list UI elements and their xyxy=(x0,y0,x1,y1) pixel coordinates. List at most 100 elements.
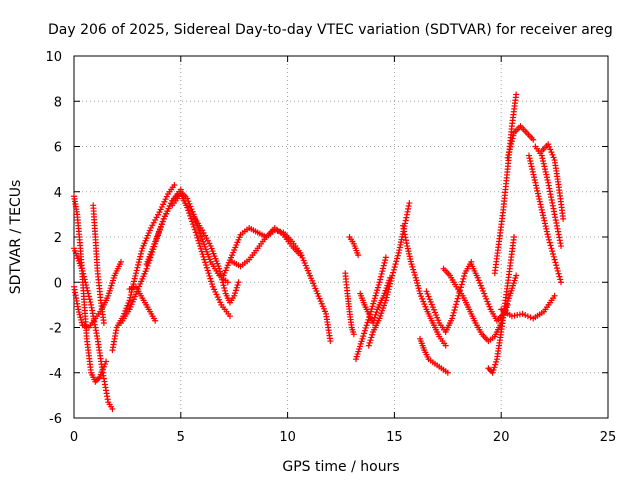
y-tick-label: 2 xyxy=(54,231,62,246)
data-point xyxy=(380,265,387,272)
data-point xyxy=(373,309,380,316)
data-point xyxy=(232,290,239,297)
data-point xyxy=(461,273,468,280)
data-point xyxy=(200,253,207,260)
data-point xyxy=(434,314,441,321)
data-point xyxy=(538,206,545,213)
data-point xyxy=(541,163,548,170)
data-point xyxy=(377,273,384,280)
data-point xyxy=(192,229,199,236)
data-point xyxy=(551,256,558,263)
data-point xyxy=(529,166,536,173)
y-tick-label: 8 xyxy=(54,95,62,110)
data-point xyxy=(548,245,555,252)
data-point xyxy=(387,277,394,284)
data-point xyxy=(98,368,105,375)
data-point xyxy=(384,291,391,298)
data-point xyxy=(350,331,357,338)
data-point xyxy=(552,259,559,266)
y-tick-label: 4 xyxy=(54,186,62,201)
data-point xyxy=(506,149,513,156)
data-point xyxy=(431,309,438,316)
data-point xyxy=(533,182,540,189)
data-point xyxy=(186,210,193,217)
data-point xyxy=(127,294,134,301)
data-point xyxy=(536,195,543,202)
x-tick-label: 20 xyxy=(493,430,510,445)
data-point xyxy=(540,157,547,164)
data-point xyxy=(452,304,459,311)
data-point xyxy=(532,179,539,186)
data-point xyxy=(360,333,367,340)
data-point xyxy=(508,140,515,147)
data-point xyxy=(543,174,550,181)
data-point xyxy=(406,200,413,207)
data-point xyxy=(361,327,368,334)
data-point xyxy=(368,305,375,312)
data-point xyxy=(492,361,499,368)
data-point xyxy=(493,358,500,365)
data-point xyxy=(191,226,198,233)
data-point xyxy=(75,306,82,313)
data-point xyxy=(560,215,567,222)
data-point xyxy=(216,268,223,275)
data-point xyxy=(77,314,84,321)
series-track-4 xyxy=(90,202,107,326)
data-point xyxy=(525,152,532,159)
data-point xyxy=(423,288,430,295)
data-point xyxy=(124,302,131,309)
data-point xyxy=(234,281,241,288)
data-point xyxy=(535,193,542,200)
data-point xyxy=(131,278,138,285)
data-point xyxy=(401,231,408,238)
data-point xyxy=(411,269,418,276)
series-track-3 xyxy=(71,258,124,331)
data-point xyxy=(171,181,178,188)
data-point xyxy=(103,358,110,365)
series-track-5 xyxy=(109,181,178,354)
data-point xyxy=(405,202,412,209)
series-track-14 xyxy=(346,234,362,259)
data-point xyxy=(217,271,224,278)
data-series xyxy=(71,91,567,412)
data-point xyxy=(381,259,388,266)
data-point xyxy=(411,272,418,279)
data-point xyxy=(509,135,516,142)
data-point xyxy=(530,171,537,178)
data-point xyxy=(429,304,436,311)
data-point xyxy=(369,331,376,338)
data-point xyxy=(195,237,202,244)
data-point xyxy=(385,286,392,293)
data-point xyxy=(87,299,94,306)
x-tick-label: 15 xyxy=(386,430,403,445)
data-point xyxy=(522,312,529,319)
data-point xyxy=(480,287,487,294)
data-point xyxy=(197,243,204,250)
series-track-18 xyxy=(399,222,449,349)
data-point xyxy=(409,263,416,270)
data-point xyxy=(554,265,561,272)
data-point xyxy=(454,295,461,302)
data-point xyxy=(386,283,393,290)
data-point xyxy=(97,371,104,378)
data-point xyxy=(125,299,132,306)
data-point xyxy=(85,293,92,300)
data-point xyxy=(220,282,227,289)
data-point xyxy=(541,217,548,224)
data-point xyxy=(545,234,552,240)
data-point xyxy=(482,293,489,300)
data-point xyxy=(199,251,206,258)
data-point xyxy=(364,319,371,326)
data-point xyxy=(368,334,375,341)
data-point xyxy=(426,296,433,303)
data-point xyxy=(363,322,370,329)
data-point xyxy=(442,342,449,349)
data-point xyxy=(193,232,200,239)
data-point xyxy=(132,270,139,277)
data-point xyxy=(187,212,194,219)
data-point xyxy=(483,295,490,302)
data-point xyxy=(555,270,562,277)
data-point xyxy=(221,287,228,294)
data-point xyxy=(551,292,558,299)
x-tick-label: 25 xyxy=(600,430,617,445)
